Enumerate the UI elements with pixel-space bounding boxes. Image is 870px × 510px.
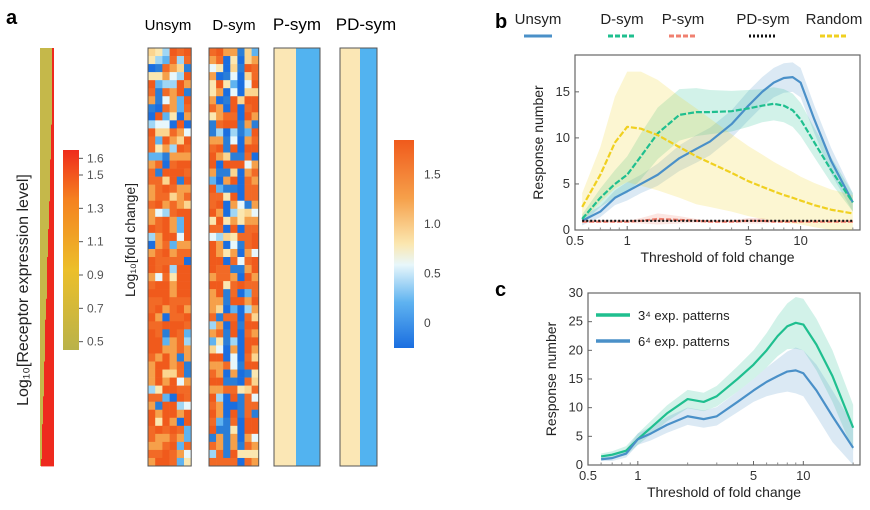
series-line bbox=[581, 125, 854, 215]
receptor-tick-label: 1.6 bbox=[87, 151, 104, 165]
fold-change-axis-label: Log₁₀[fold change] bbox=[122, 183, 138, 297]
series-line bbox=[600, 369, 855, 461]
y-tick-label: 25 bbox=[569, 314, 583, 329]
receptor-axis-label: Log₁₀[Receptor expression level] bbox=[15, 174, 32, 406]
receptor-tick-label: 1.1 bbox=[87, 235, 104, 249]
x-tick-label: 10 bbox=[793, 233, 807, 248]
heatmap-title-psym: P-sym bbox=[273, 15, 321, 34]
legend-label: D-sym bbox=[600, 11, 643, 28]
x-tick-label: 1 bbox=[624, 233, 631, 248]
heatmap-unsym bbox=[147, 47, 192, 467]
receptor-tick-label: 1.3 bbox=[87, 201, 104, 215]
y-tick-label: 10 bbox=[556, 130, 570, 145]
y-tick-label: 15 bbox=[569, 371, 583, 386]
fold-change-tick-label: 1.0 bbox=[424, 217, 441, 231]
receptor-colorbar bbox=[63, 150, 79, 350]
y-tick-label: 5 bbox=[576, 428, 583, 443]
panel-b-label: b bbox=[495, 11, 507, 33]
x-tick-label: 1 bbox=[634, 468, 641, 483]
y-tick-label: 0 bbox=[563, 222, 570, 237]
x-tick-label: 10 bbox=[796, 468, 810, 483]
receptor-tick-label: 0.5 bbox=[87, 335, 104, 349]
y-tick-label: 10 bbox=[569, 400, 583, 415]
y-axis-label: Response number bbox=[543, 321, 559, 436]
heatmap-title-pdsym: PD-sym bbox=[336, 15, 396, 34]
y-tick-label: 0 bbox=[576, 457, 583, 472]
receptor-tick-label: 1.5 bbox=[87, 168, 104, 182]
plot-frame bbox=[587, 292, 861, 466]
series-band bbox=[582, 62, 853, 226]
x-tick-label: 0.5 bbox=[579, 468, 597, 483]
series-band bbox=[582, 71, 853, 230]
receptor-expression-strip bbox=[40, 48, 54, 467]
series-band bbox=[601, 297, 854, 460]
fold-change-tick-label: 0.5 bbox=[424, 267, 441, 281]
x-tick-label: 5 bbox=[750, 468, 757, 483]
heatmap-dsym bbox=[208, 47, 260, 467]
plot-frame bbox=[574, 54, 861, 231]
x-axis-label: Threshold of fold change bbox=[640, 249, 794, 265]
legend-label: Random bbox=[806, 11, 863, 28]
y-tick-label: 30 bbox=[569, 285, 583, 300]
heatmap-psym bbox=[273, 47, 321, 467]
fold-change-tick-label: 1.5 bbox=[424, 168, 441, 182]
legend-label: 6⁴ exp. patterns bbox=[638, 334, 730, 349]
panel-c-label: c bbox=[495, 279, 506, 301]
legend-label: 3⁴ exp. patterns bbox=[638, 308, 730, 323]
x-tick-label: 0.5 bbox=[566, 233, 584, 248]
heatmap-title-dsym: D-sym bbox=[212, 17, 255, 34]
fold-change-colorbar-ticks: 1.5 1.0 0.5 0 bbox=[424, 168, 441, 331]
series-band bbox=[582, 87, 853, 224]
fold-change-colorbar bbox=[394, 140, 414, 348]
panel-a-label: a bbox=[6, 7, 18, 29]
series-band bbox=[601, 347, 854, 465]
series-line bbox=[581, 76, 854, 222]
legend-label: P-sym bbox=[662, 11, 705, 28]
heatmap-pdsym bbox=[339, 47, 378, 467]
y-axis-label: Response number bbox=[530, 85, 546, 200]
x-tick-label: 5 bbox=[745, 233, 752, 248]
y-tick-label: 5 bbox=[563, 176, 570, 191]
x-axis-label: Threshold of fold change bbox=[647, 484, 801, 500]
heatmap-title-unsym: Unsym bbox=[145, 17, 192, 34]
receptor-tick-label: 0.9 bbox=[87, 268, 104, 282]
receptor-colorbar-ticks: 1.6 1.5 1.3 1.1 0.9 0.7 0.5 bbox=[79, 151, 104, 349]
series-line bbox=[581, 102, 854, 220]
fold-change-tick-label: 0 bbox=[424, 316, 431, 330]
legend-label: Unsym bbox=[515, 11, 562, 28]
panel-b-legend: Unsym D-sym P-sym PD-sym Random bbox=[515, 11, 863, 38]
y-tick-label: 15 bbox=[556, 84, 570, 99]
receptor-tick-label: 0.7 bbox=[87, 301, 104, 315]
y-tick-label: 20 bbox=[569, 342, 583, 357]
legend-label: PD-sym bbox=[736, 11, 789, 28]
